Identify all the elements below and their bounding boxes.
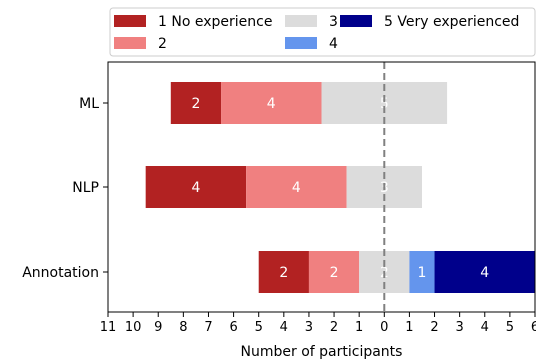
legend-label: 3 <box>329 14 338 30</box>
bar-segment <box>409 251 435 293</box>
bar-value-label: 2 <box>330 265 339 281</box>
x-tick-label: 2 <box>430 320 438 335</box>
x-tick-label: 4 <box>280 320 288 335</box>
legend-label: 1 No experience <box>158 14 272 30</box>
bar-value-label: 1 <box>418 265 427 281</box>
bar-segment <box>434 251 535 293</box>
legend-label: 2 <box>158 36 167 52</box>
x-tick-label: 6 <box>229 320 237 335</box>
bar-value-label: 4 <box>292 180 301 196</box>
legend-swatch <box>114 15 146 27</box>
bar-value-label: 2 <box>279 265 288 281</box>
y-tick-label: ML <box>79 96 99 112</box>
legend: 1 No experience 2 3 4 5 Very experienced <box>109 7 536 57</box>
x-tick-label: 5 <box>506 320 514 335</box>
bar-segment <box>221 82 322 124</box>
x-tick-label: 2 <box>330 320 338 335</box>
x-axis-title: Number of participants <box>241 344 403 360</box>
bar-segment <box>145 166 247 208</box>
x-tick-label: 3 <box>305 320 313 335</box>
legend-swatch <box>114 37 146 49</box>
bar-segment <box>258 251 309 293</box>
bar-value-label: 4 <box>267 96 276 112</box>
x-tick-label: 3 <box>456 320 464 335</box>
legend-swatch <box>285 15 317 27</box>
bar-value-label: 4 <box>480 265 489 281</box>
x-tick-label: 6 <box>531 320 536 335</box>
x-tick-label: 10 <box>125 320 142 335</box>
x-tick-label: 1 <box>355 320 363 335</box>
bar-value-label: 5 <box>380 96 389 112</box>
bar-segment <box>170 82 222 124</box>
x-tick-label: 1 <box>405 320 413 335</box>
x-tick-label: 0 <box>380 320 388 335</box>
legend-swatch <box>340 15 372 27</box>
legend-label: 4 <box>329 36 338 52</box>
legend-frame <box>109 7 536 57</box>
bar-segment <box>246 166 347 208</box>
x-tick-label: 9 <box>154 320 162 335</box>
x-tick-label: 11 <box>100 320 117 335</box>
x-tick-label: 4 <box>481 320 489 335</box>
y-tick-label: Annotation <box>22 265 99 281</box>
bar-segment <box>308 251 360 293</box>
bar-value-label: 2 <box>191 96 200 112</box>
bar-value-label: 4 <box>191 180 200 196</box>
y-tick-label: NLP <box>72 180 99 196</box>
x-tick-label: 5 <box>255 320 263 335</box>
legend-swatch <box>285 37 317 49</box>
bars: 24544322214 <box>145 82 535 293</box>
x-tick-label: 8 <box>179 320 187 335</box>
x-tick-label: 7 <box>204 320 212 335</box>
legend-label: 5 Very experienced <box>384 14 519 30</box>
